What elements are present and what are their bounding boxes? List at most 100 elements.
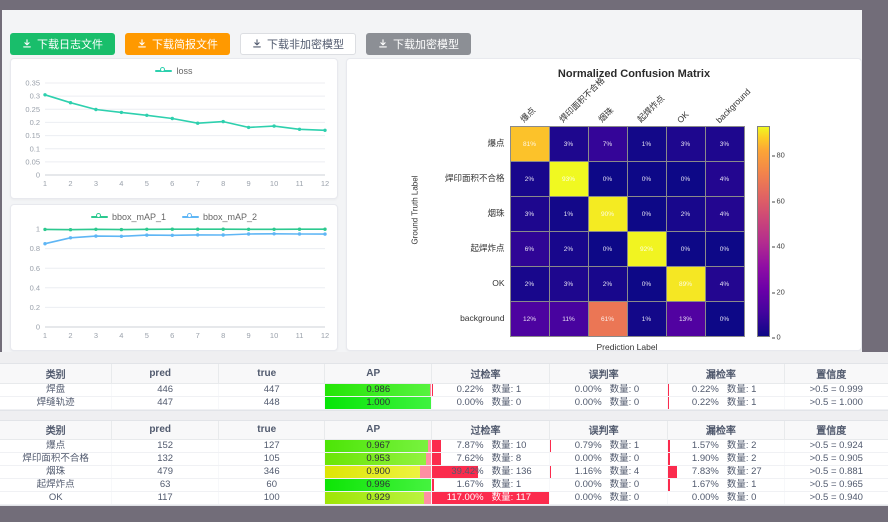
sort-carets-icon[interactable] (175, 423, 181, 436)
svg-text:8: 8 (221, 331, 225, 340)
sort-carets-icon[interactable] (384, 423, 390, 436)
column-header-misjudge-rate[interactable]: 误判率 (549, 420, 669, 440)
table-row: 焊缝轨迹 447 448 1.000 0.00% 数量: 0 0.00% 数量: 0 0.22%… (0, 396, 888, 410)
misjudge-rate-cell: 1.16% 数量: 4 (549, 465, 669, 479)
loss-chart: 00.050.10.150.20.250.30.351 2 3 4 5 6 7 8 9 10 11 1… (25, 79, 329, 188)
svg-text:5: 5 (145, 331, 149, 340)
dashboard-panel: 下载日志文件 下载简报文件 下载非加密模型 下载加密模型 loss 0 0.05 0… (2, 10, 862, 352)
matrix-column-label: 起焊炸点 (634, 93, 666, 125)
matrix-cell: 0% (627, 197, 666, 231)
matrix-cell: 6% (510, 232, 549, 266)
legend-label: bbox_mAP_2 (203, 212, 258, 222)
button-label: 下载日志文件 (37, 39, 103, 51)
sort-carets-icon[interactable] (384, 367, 390, 380)
matrix-row-label: 爆点 (487, 138, 505, 148)
legend-item-bbox_mAP_2[interactable]: bbox_mAP_2 (182, 212, 257, 222)
column-header-confidence[interactable]: 置信度 (783, 420, 888, 440)
sort-carets-icon[interactable] (623, 423, 629, 436)
svg-text:6: 6 (170, 179, 174, 188)
matrix-cell: 1% (627, 127, 666, 161)
button-label: 下载非加密模型 (267, 39, 344, 51)
colorbar: 0 20 40 60 80 (756, 126, 801, 342)
column-header-miss-rate[interactable]: 漏检率 (667, 420, 785, 440)
misjudge-rate-cell: 0.00% 数量: 0 (549, 478, 669, 492)
column-header-true[interactable]: true (217, 364, 326, 384)
true-cell: 448 (218, 396, 326, 410)
sort-carets-icon[interactable] (280, 423, 286, 436)
sort-carets-icon[interactable] (175, 367, 181, 380)
matrix-cell: 4% (705, 162, 744, 196)
sort-carets-icon[interactable] (850, 423, 856, 436)
sort-carets-icon[interactable] (740, 423, 746, 436)
matrix-column-labels: 爆点 焊印面积不合格 烟珠 起焊炸点 OK background (510, 75, 752, 126)
download-plain-model-button[interactable]: 下载非加密模型 (240, 33, 356, 55)
map-chart: 00.20.40.60.811 2 3 4 5 6 7 8 9 10 11 12 (30, 225, 330, 340)
svg-text:6: 6 (170, 331, 174, 340)
ap-cell: 0.986 (324, 383, 433, 397)
svg-text:0.4: 0.4 (30, 283, 40, 292)
true-cell: 100 (218, 491, 326, 505)
svg-text:8: 8 (221, 179, 225, 188)
matrix-cell: 1% (627, 302, 666, 336)
sort-carets-icon[interactable] (850, 367, 856, 380)
matrix-cell: 0% (588, 232, 627, 266)
confidence-cell: >0.5 = 0.965 (784, 478, 888, 492)
matrix-cell: 2% (510, 267, 549, 301)
svg-text:0.25: 0.25 (25, 105, 40, 114)
category-cell: 焊缝轨迹 (0, 396, 113, 410)
matrix-column-label: OK (674, 109, 691, 125)
column-header-pred[interactable]: pred (111, 420, 219, 440)
legend-line-icon (182, 213, 199, 221)
ap-cell: 0.996 (324, 478, 433, 492)
miss-rate-cell: 1.67% 数量: 1 (667, 478, 785, 492)
sort-carets-icon[interactable] (623, 367, 629, 380)
column-header-ap[interactable]: AP (324, 420, 433, 440)
matrix-cell: 2% (510, 162, 549, 196)
miss-rate-cell: 1.57% 数量: 2 (667, 439, 785, 453)
column-header-miss-rate[interactable]: 漏检率 (667, 364, 785, 384)
column-header-ap[interactable]: AP (324, 364, 433, 384)
column-header-misjudge-rate[interactable]: 误判率 (549, 364, 669, 384)
matrix-cell: 3% (549, 267, 588, 301)
svg-text:0.1: 0.1 (30, 144, 40, 153)
colorbar-tick: 40 (772, 242, 785, 251)
download-log-button[interactable]: 下载日志文件 (10, 33, 115, 55)
confidence-cell: >0.5 = 0.999 (784, 383, 888, 397)
misjudge-rate-cell: 0.00% 数量: 0 (549, 383, 669, 397)
column-header-true[interactable]: true (217, 420, 326, 440)
misjudge-rate-cell: 0.00% 数量: 0 (549, 491, 669, 505)
category-cell: 烟珠 (0, 465, 113, 479)
matrix-row-label: 起焊炸点 (470, 243, 505, 253)
svg-text:9: 9 (247, 179, 251, 188)
download-report-button[interactable]: 下载简报文件 (125, 33, 230, 55)
column-header-over-rate[interactable]: 过检率 (431, 364, 551, 384)
ap-cell: 0.900 (324, 465, 433, 479)
toolbar: 下载日志文件 下载简报文件 下载非加密模型 下载加密模型 (2, 10, 862, 55)
results-table-2: 类别 pred true AP 过检率 误判率 漏检率 置信度 爆点 152 127 0.967 7.8… (0, 419, 888, 506)
confusion-matrix-title: Normalized Confusion Matrix (557, 68, 711, 80)
sort-carets-icon[interactable] (505, 423, 511, 436)
pred-cell: 132 (111, 452, 219, 466)
matrix-cell: 93% (549, 162, 588, 196)
matrix-cell: 0% (705, 302, 744, 336)
pred-cell: 63 (111, 478, 219, 492)
legend-item-loss[interactable]: loss (155, 66, 193, 76)
column-header-pred[interactable]: pred (111, 364, 219, 384)
category-cell: OK (0, 491, 113, 505)
miss-rate-cell: 0.22% 数量: 1 (667, 383, 785, 397)
over-rate-cell: 1.67% 数量: 1 (431, 478, 551, 492)
miss-rate-cell: 0.00% 数量: 0 (667, 491, 785, 505)
column-header-over-rate[interactable]: 过检率 (431, 420, 551, 440)
confidence-cell: >0.5 = 0.924 (784, 439, 888, 453)
matrix-cell: 89% (666, 267, 705, 301)
download-encrypted-model-button[interactable]: 下载加密模型 (366, 33, 471, 55)
sort-carets-icon[interactable] (280, 367, 286, 380)
sort-carets-icon[interactable] (505, 367, 511, 380)
matrix-cell: 13% (666, 302, 705, 336)
column-header-confidence[interactable]: 置信度 (783, 364, 888, 384)
svg-text:0.6: 0.6 (30, 264, 40, 273)
true-cell: 346 (218, 465, 326, 479)
sort-carets-icon[interactable] (740, 367, 746, 380)
legend-item-bbox_mAP_1[interactable]: bbox_mAP_1 (90, 212, 166, 222)
confusion-matrix-card: Normalized Confusion Matrix Ground Truth… (346, 58, 862, 351)
